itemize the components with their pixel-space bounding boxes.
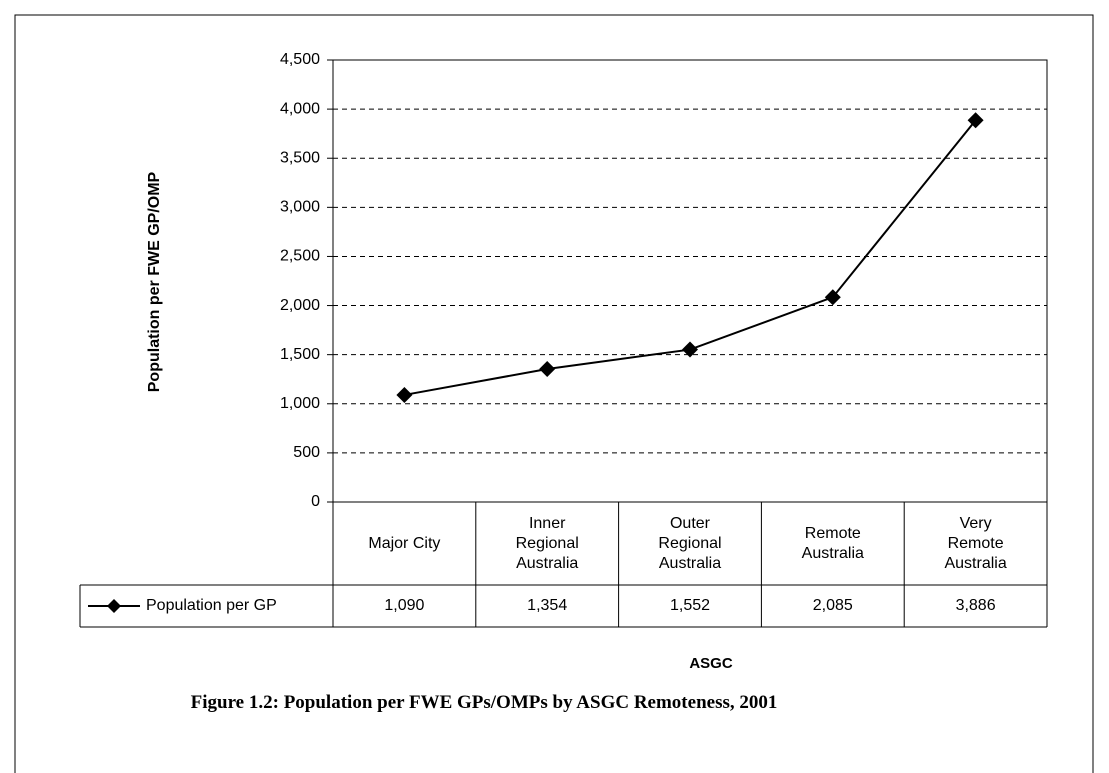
x-tick-label: Very Remote Australia bbox=[944, 514, 1007, 572]
y-tick-label: 3,500 bbox=[280, 149, 320, 166]
table-value: 3,886 bbox=[956, 597, 996, 614]
table-value: 2,085 bbox=[813, 597, 853, 614]
table-value: 1,552 bbox=[670, 597, 710, 614]
y-tick-label: 4,000 bbox=[280, 100, 320, 117]
y-tick-label: 2,000 bbox=[280, 297, 320, 314]
x-tick-label: Outer Regional Australia bbox=[658, 514, 722, 572]
x-tick-label: Major City bbox=[368, 534, 441, 552]
plot-border bbox=[332, 59, 1048, 503]
table-value: 1,090 bbox=[384, 597, 424, 614]
legend-label: Population per GP bbox=[146, 597, 277, 614]
caption: Figure 1.2: Population per FWE GPs/OMPs … bbox=[190, 692, 778, 713]
marker bbox=[967, 112, 984, 129]
y-tick-label: 500 bbox=[293, 444, 320, 461]
y-tick-label: 1,500 bbox=[280, 346, 320, 363]
table-value: 1,354 bbox=[527, 597, 567, 614]
y-tick-label: 2,500 bbox=[280, 248, 320, 265]
y-axis-label: Population per FWE GP/OMP bbox=[146, 171, 163, 392]
x-axis-label: ASGC bbox=[689, 655, 733, 672]
legend-marker bbox=[107, 599, 121, 613]
x-tick-label: Remote Australia bbox=[801, 524, 864, 562]
frame bbox=[14, 14, 1094, 773]
y-tick-label: 0 bbox=[311, 493, 320, 510]
marker bbox=[396, 386, 413, 403]
marker bbox=[682, 341, 698, 358]
marker bbox=[824, 289, 841, 306]
y-tick-label: 1,000 bbox=[280, 395, 320, 412]
marker bbox=[539, 361, 556, 378]
y-tick-label: 3,000 bbox=[280, 199, 320, 216]
y-tick-label: 4,500 bbox=[280, 51, 320, 68]
x-tick-label: Inner Regional Australia bbox=[515, 514, 579, 572]
